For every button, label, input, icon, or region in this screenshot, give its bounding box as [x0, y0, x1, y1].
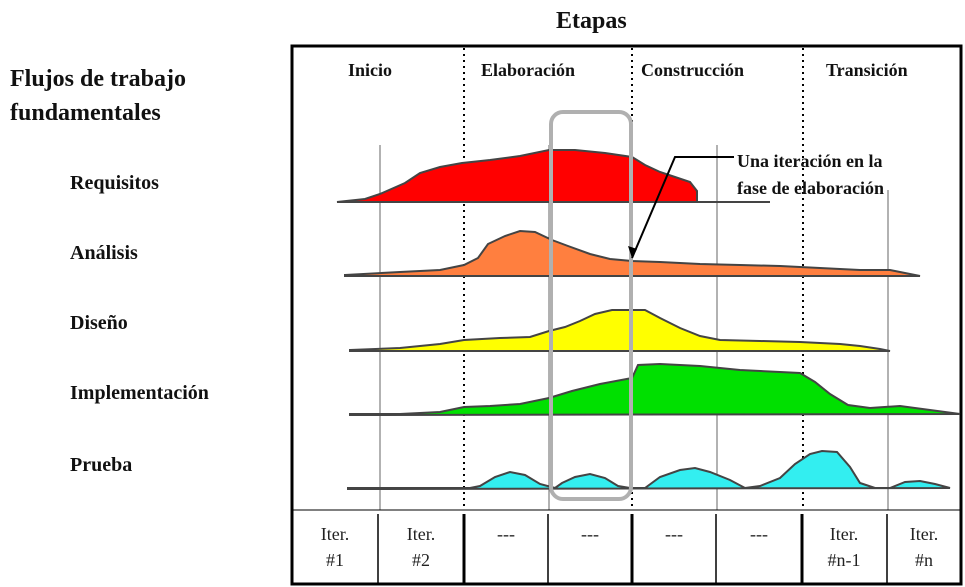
iteration-cell-1: Iter. #1 [300, 521, 370, 573]
iteration-annotation: Una iteración en la fase de elaboración [737, 148, 884, 202]
diseno-curve [349, 309, 891, 352]
phase-inicio: Inicio [348, 60, 393, 80]
iteration-label: Iter. [829, 524, 859, 544]
workflow-label-prueba: Prueba [70, 454, 133, 476]
phase-transicion: Transición [826, 60, 908, 80]
iteration-label: Iter. [406, 524, 436, 544]
workflow-label-requisitos: Requisitos [70, 172, 159, 194]
iteration-label: --- [581, 524, 599, 544]
requisitos-curve [336, 149, 698, 203]
phase-construccion: Construcción [641, 60, 744, 80]
annotation-line-1: Una iteración en la [737, 151, 883, 171]
workflow-label-implementacion: Implementación [70, 382, 209, 404]
iteration-label: --- [665, 524, 683, 544]
iteration-label: --- [497, 524, 515, 544]
iteration-cell-3: --- [471, 521, 541, 547]
analisis-curve [344, 229, 921, 277]
iteration-cell-7: Iter. #n-1 [809, 521, 879, 573]
iteration-label: --- [750, 524, 768, 544]
iteration-cell-5: --- [639, 521, 709, 547]
prueba-curve [347, 449, 951, 491]
phase-elaboracion: Elaboración [481, 60, 576, 80]
annotation-arrow [631, 156, 734, 259]
workflow-label-diseno: Diseño [70, 312, 128, 334]
diagram-frame [290, 44, 963, 586]
iteration-number: #2 [412, 550, 430, 570]
iteration-highlight-box [549, 110, 633, 501]
iteration-cell-8: Iter. #n [889, 521, 959, 573]
workflow-label-analisis: Análisis [70, 242, 138, 264]
iteration-number: #n [915, 550, 933, 570]
workflow-heading-line-2: fundamentales [10, 100, 161, 126]
iteration-cell-6: --- [724, 521, 794, 547]
iteration-number: #1 [326, 550, 344, 570]
diagram-title: Etapas [556, 8, 627, 34]
iteration-number: #n-1 [827, 550, 861, 570]
iteration-label: Iter. [909, 524, 939, 544]
iteration-dividers [377, 514, 888, 584]
iteration-cell-2: Iter. #2 [386, 521, 456, 573]
phase-separators [463, 48, 804, 510]
iteration-cell-4: --- [555, 521, 625, 547]
iteration-label: Iter. [320, 524, 350, 544]
implementacion-curve [349, 362, 961, 417]
workflow-heading-line-1: Flujos de trabajo [10, 66, 186, 92]
workflow-heading: Flujos de trabajo fundamentales [10, 62, 186, 130]
annotation-line-2: fase de elaboración [737, 178, 884, 198]
annotation-arrowhead [628, 246, 637, 258]
